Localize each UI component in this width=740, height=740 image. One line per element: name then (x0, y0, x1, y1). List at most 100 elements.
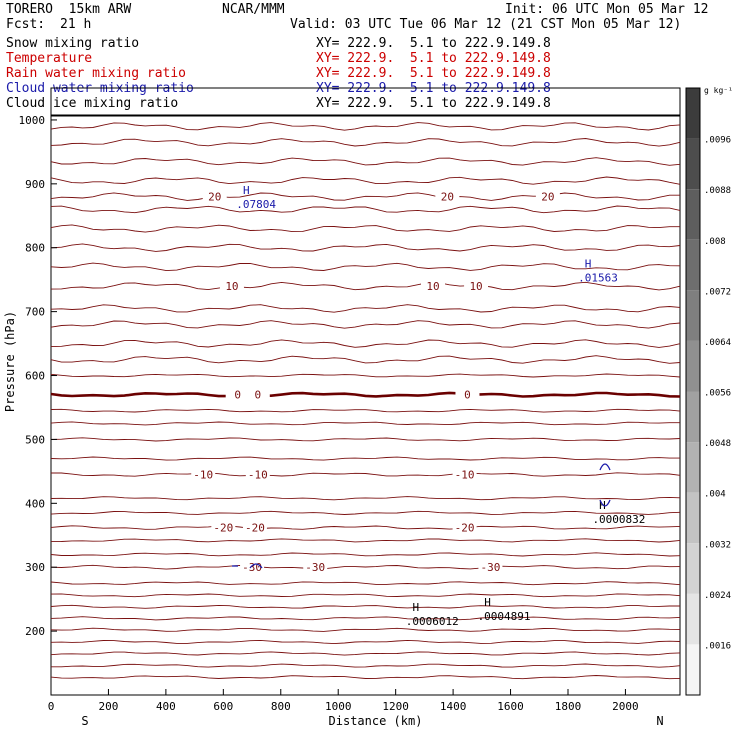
contour-label-bg (202, 190, 227, 202)
x-tick-label: 1200 (382, 700, 409, 713)
colorbar-tick-label: .0032 (704, 540, 731, 550)
contour-label-bg (240, 561, 265, 573)
temperature-contour--30 (50, 564, 681, 570)
extremum-marker: H (484, 596, 491, 609)
forecast-label: Fcst: (6, 17, 46, 32)
contour-label: 0 (234, 389, 241, 402)
y-axis-title: Pressure (hPa) (3, 311, 17, 412)
x-tick-label: 400 (156, 700, 176, 713)
colorbar-units: g kg⁻¹ (704, 86, 733, 95)
direction-north: N (656, 714, 663, 728)
temperature-contour-line (50, 339, 681, 348)
contour-label-bg (452, 521, 477, 533)
contour-label: 0 (254, 389, 261, 402)
field-xy-range: XY= 222.9. 5.1 to 222.9.149.8 (316, 51, 551, 66)
extremum-value: .0000832 (592, 513, 645, 526)
temperature-contour-line (50, 421, 680, 426)
y-tick-label: 200 (25, 625, 45, 638)
temperature-contour-line (50, 456, 680, 461)
colorbar-segment (686, 543, 700, 594)
contour-label-bg (245, 388, 270, 400)
contour-label: -30 (481, 561, 501, 574)
contour-label: 20 (541, 191, 554, 204)
model-title: TORERO 15km ARW (6, 2, 132, 17)
colorbar-segment (686, 138, 700, 190)
contour-label: -20 (245, 522, 265, 535)
temperature-contour-line (50, 304, 681, 313)
temperature-contour-line (50, 496, 681, 501)
extremum-value: .0006012 (406, 615, 459, 628)
field-xy-range: XY= 222.9. 5.1 to 222.9.149.8 (316, 36, 551, 51)
contour-label: -30 (305, 561, 325, 574)
colorbar-frame (685, 87, 701, 696)
colorbar-tick-label: .0056 (704, 389, 731, 399)
contour-label: 10 (225, 280, 238, 293)
temperature-contour-line (50, 122, 681, 131)
contour-label: 0 (464, 389, 471, 402)
contour-label: -20 (213, 522, 233, 535)
y-tick-label: 800 (25, 242, 45, 255)
temperature-contour-line (50, 552, 681, 557)
temperature-contour-line (50, 627, 681, 632)
contour-label: -30 (242, 561, 262, 574)
contour-label-bg (452, 468, 477, 480)
colorbar-segment (686, 340, 700, 392)
temperature-contour-line (50, 373, 681, 378)
y-tick-label: 900 (25, 178, 45, 191)
contour-label-bg (225, 388, 250, 400)
colorbar-segment (686, 442, 700, 493)
temperature-contour-line (50, 262, 681, 272)
field-label: Rain water mixing ratio (6, 66, 187, 81)
x-tick-label: 800 (271, 700, 291, 713)
contour-label-bg (191, 468, 216, 480)
colorbar-segment (686, 492, 700, 544)
x-tick-label: 1600 (497, 700, 524, 713)
extremum-marker: H (412, 601, 419, 614)
extremum-marker: H (243, 184, 250, 197)
temperature-contour--10 (51, 472, 681, 477)
extremum-marker: H (585, 257, 592, 270)
temperature-contour-line (50, 581, 681, 586)
y-tick-label: 600 (25, 370, 45, 383)
x-axis-title: Distance (km) (329, 714, 423, 728)
temperature-contour-20 (50, 192, 680, 201)
colorbar-tick-label: .0088 (704, 186, 731, 196)
temperature-contour-line (50, 176, 681, 185)
y-tick-label: 700 (25, 306, 45, 319)
init-time: Init: 06 UTC Mon 05 Mar 12 (505, 2, 709, 17)
contour-label-bg (242, 521, 267, 533)
contour-label-bg (455, 388, 480, 400)
contour-label: -10 (248, 469, 268, 482)
contour-label-bg (435, 190, 460, 202)
colorbar-tick-label: .004 (704, 490, 726, 500)
cloud-water-arc (249, 563, 263, 569)
x-tick-label: 1800 (555, 700, 582, 713)
temperature-contour-0 (50, 391, 681, 398)
colorbar-tick-label: .0016 (704, 641, 731, 651)
contour-label: -10 (193, 469, 213, 482)
contour-label-bg (535, 190, 560, 202)
temperature-contour-line (50, 538, 681, 543)
valid-time: Valid: 03 UTC Tue 06 Mar 12 (21 CST Mon … (290, 17, 682, 32)
plot-frame (50, 87, 681, 696)
colorbar-segment (686, 290, 700, 341)
temperature-contour--20 (50, 525, 681, 530)
contour-label-bg (478, 561, 503, 573)
contour-label: -10 (455, 469, 475, 482)
contour-label: 20 (208, 191, 221, 204)
colorbar-tick-label: .0024 (704, 591, 731, 601)
colorbar-segment (686, 239, 700, 291)
temperature-contour-line (50, 593, 681, 598)
colorbar-segment (686, 189, 700, 240)
field-xy-range: XY= 222.9. 5.1 to 222.9.149.8 (316, 96, 551, 111)
temperature-contour-line (50, 243, 681, 252)
direction-south: S (81, 714, 88, 728)
y-tick-label: 1000 (19, 114, 46, 127)
x-tick-label: 0 (48, 700, 55, 713)
temperature-contour-line (50, 408, 681, 413)
forecast-hour: 21 h (60, 17, 92, 32)
x-tick-label: 1400 (440, 700, 467, 713)
center-label: NCAR/MMM (222, 2, 285, 17)
contour-label-bg (211, 521, 236, 533)
colorbar-tick-label: .0048 (704, 439, 731, 449)
